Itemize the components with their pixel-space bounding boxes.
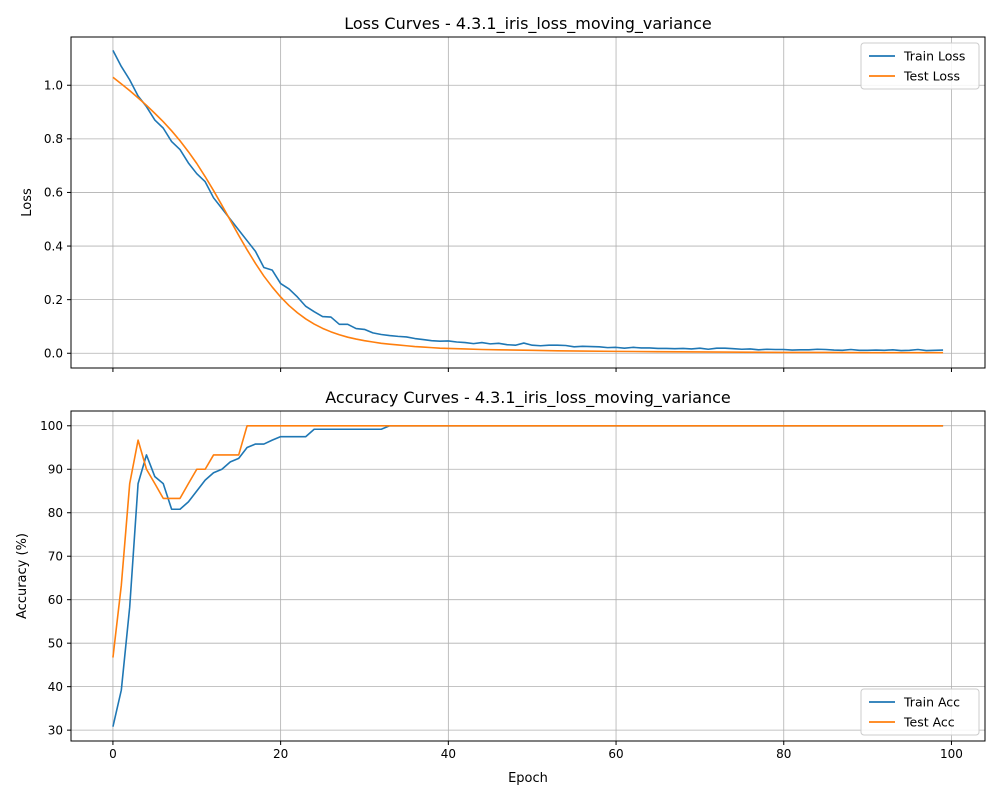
series-line-train-acc (112, 424, 944, 727)
y-tick-label: 0.2 (44, 293, 63, 307)
accuracy-chart: 0 20 40 60 80 100 30 40 50 60 70 80 90 100 Accuracy Cu… (15, 388, 986, 786)
y-tick-label: 90 (48, 463, 63, 477)
x-tick-label: 0 (109, 747, 117, 761)
legend-label: Test Acc (903, 715, 955, 730)
y-tick-label: 0.4 (44, 239, 63, 253)
y-tick-label: 0.6 (44, 186, 63, 200)
x-tick-label: 40 (441, 747, 456, 761)
y-axis-label: Loss (20, 188, 35, 217)
x-tick-label: 80 (776, 747, 791, 761)
y-tick-label: 100 (40, 419, 63, 433)
series-line-test-acc (112, 424, 944, 658)
y-tick-label: 0.0 (44, 347, 63, 361)
y-axis-label: Accuracy (%) (15, 533, 30, 619)
legend-label: Test Loss (903, 69, 960, 84)
y-tick-label: 50 (48, 636, 63, 650)
y-tick-label: 70 (48, 550, 63, 564)
y-tick-label: 80 (48, 506, 63, 520)
x-tick-label: 20 (273, 747, 288, 761)
legend: Train Loss Test Loss (860, 42, 980, 90)
y-tick-label: 1.0 (44, 79, 63, 93)
legend-label: Train Loss (903, 49, 965, 64)
loss-chart: 0.0 0.2 0.4 0.6 0.8 1.0 Loss Curves - 4.3.1_ir… (20, 14, 986, 372)
legend-label: Train Acc (903, 695, 960, 710)
x-tick-label: 60 (608, 747, 623, 761)
legend-box (860, 42, 980, 90)
y-tick-label: 40 (48, 680, 63, 694)
y-tick-label: 30 (48, 723, 63, 737)
x-tick-label: 100 (940, 747, 963, 761)
chart-title: Accuracy Curves - 4.3.1_iris_loss_moving… (325, 388, 731, 408)
series-line-train-loss (112, 50, 944, 352)
chart-title: Loss Curves - 4.3.1_iris_loss_moving_var… (344, 14, 712, 34)
series-line-test-loss (112, 76, 944, 354)
y-tick-label: 60 (48, 593, 63, 607)
legend: Train Acc Test Acc (860, 688, 980, 736)
plot-frame (70, 410, 986, 742)
x-axis-label: Epoch (508, 771, 548, 786)
y-tick-label: 0.8 (44, 132, 63, 146)
legend-box (860, 688, 980, 736)
plot-frame (70, 36, 986, 369)
